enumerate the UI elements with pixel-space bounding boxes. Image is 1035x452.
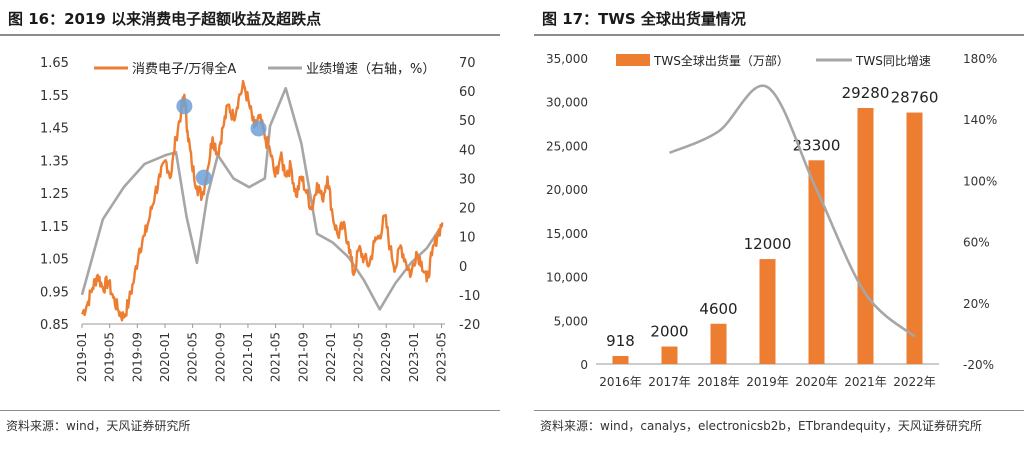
y-right-tick-label: 10 bbox=[459, 231, 476, 246]
y-left-tick-label: 1.35 bbox=[40, 154, 69, 169]
y-left-tick-label: 1.55 bbox=[40, 89, 69, 104]
bar-value-label: 28760 bbox=[891, 89, 939, 107]
x-category-label: 2019年 bbox=[746, 375, 789, 389]
x-tick-label: 2022-09 bbox=[379, 332, 393, 382]
x-category-label: 2018年 bbox=[697, 375, 740, 389]
y-right-tick-label: 20% bbox=[963, 297, 990, 311]
legend-index-label: 消费电子/万得全A bbox=[132, 61, 236, 77]
shipment-bar bbox=[710, 323, 727, 364]
figure-16-bottom-rule bbox=[0, 410, 500, 411]
figure-16-top-rule bbox=[0, 34, 500, 36]
x-category-label: 2016年 bbox=[599, 375, 642, 389]
x-tick-label: 2019-05 bbox=[103, 332, 117, 382]
oversold-marker bbox=[176, 98, 193, 115]
yoy-growth-line bbox=[668, 84, 916, 338]
x-tick-label: 2020-05 bbox=[186, 332, 200, 382]
figure-17-panel: 图 17：TWS 全球出货量情况 35,000 30,000 25,000 20,00… bbox=[534, 0, 1035, 452]
x-tick-label: 2019-09 bbox=[130, 332, 144, 382]
bar-value-label: 12000 bbox=[744, 235, 792, 253]
y-left-tick-label: 0.95 bbox=[40, 285, 69, 300]
legend-growth-label: 业绩增速（右轴，%） bbox=[306, 62, 435, 77]
y-right-tick-label: -10 bbox=[459, 289, 480, 304]
growth-rate-line bbox=[80, 86, 444, 311]
shipment-bar bbox=[759, 259, 776, 364]
x-tick-label: 2022-05 bbox=[352, 332, 366, 382]
y-left-tick-label: 0 bbox=[580, 358, 588, 372]
shipment-bar bbox=[857, 108, 874, 364]
x-tick-label: 2023-01 bbox=[407, 332, 421, 382]
y-right-tick-label: 50 bbox=[459, 114, 476, 129]
oversold-marker bbox=[250, 120, 267, 137]
oversold-marker bbox=[195, 169, 212, 186]
y-left-tick-label: 30,000 bbox=[546, 96, 588, 110]
figure-17-chart: 35,000 30,000 25,000 20,000 15,000 10,000 5,00… bbox=[546, 52, 997, 389]
y-left-tick-label: 1.05 bbox=[40, 253, 69, 268]
y-left-tick-label: 0.85 bbox=[40, 318, 69, 333]
legend-line-label: TWS同比增速 bbox=[855, 54, 931, 68]
y-right-tick-label: -20% bbox=[963, 358, 994, 372]
x-category-label: 2017年 bbox=[648, 375, 691, 389]
y-left-tick-label: 1.25 bbox=[40, 187, 69, 202]
y-right-tick-label: 40 bbox=[459, 143, 476, 158]
figure-17-top-rule bbox=[534, 34, 1024, 36]
y-left-tick-label: 1.45 bbox=[40, 122, 69, 137]
y-right-tick-label: 20 bbox=[459, 202, 476, 217]
y-right-tick-label: 0 bbox=[459, 260, 467, 275]
figure-17-bottom-rule bbox=[534, 410, 1024, 411]
x-category-label: 2020年 bbox=[795, 375, 838, 389]
shipment-bar bbox=[612, 355, 629, 364]
x-category-label: 2021年 bbox=[844, 375, 887, 389]
bar-value-label: 918 bbox=[606, 332, 635, 350]
bar-value-label: 23300 bbox=[793, 136, 841, 154]
figure-17-source: 资料来源：wind，canalys，electronicsb2b，ETbrand… bbox=[540, 419, 982, 433]
x-tick-label: 2023-05 bbox=[435, 332, 449, 382]
y-right-tick-label: 140% bbox=[963, 113, 997, 127]
y-left-tick-label: 35,000 bbox=[546, 52, 588, 66]
legend-bar-label: TWS全球出货量（万部） bbox=[653, 53, 789, 68]
figure-16-title: 图 16：2019 以来消费电子超额收益及超跌点 bbox=[8, 10, 322, 28]
y-left-tick-label: 5,000 bbox=[554, 314, 588, 328]
bar-value-label: 4600 bbox=[699, 300, 737, 318]
x-category-label: 2022年 bbox=[893, 375, 936, 389]
y-right-tick-label: 60% bbox=[963, 236, 990, 250]
y-left-tick-label: 25,000 bbox=[546, 139, 588, 153]
x-tick-label: 2020-09 bbox=[213, 332, 227, 382]
shipment-bar bbox=[661, 346, 678, 364]
x-tick-label: 2021-05 bbox=[269, 332, 283, 382]
bar-value-label: 29280 bbox=[842, 84, 890, 102]
legend-bar-swatch bbox=[616, 54, 650, 66]
y-left-tick-label: 1.65 bbox=[40, 56, 69, 71]
y-right-tick-label: 60 bbox=[459, 85, 476, 100]
x-tick-label: 2021-09 bbox=[296, 332, 310, 382]
x-tick-label: 2019-01 bbox=[75, 332, 89, 382]
shipment-bar bbox=[808, 160, 825, 364]
y-left-tick-label: 15,000 bbox=[546, 227, 588, 241]
excess-return-line bbox=[80, 79, 444, 322]
figure-16-panel: 图 16：2019 以来消费电子超额收益及超跌点 1.65 1.55 1.45 1.3… bbox=[0, 0, 500, 452]
figure-16-chart: 1.65 1.55 1.45 1.35 1.25 1.15 1.05 0.95 0.85 70 60… bbox=[40, 56, 480, 382]
shipment-bar bbox=[906, 112, 923, 365]
y-left-tick-label: 10,000 bbox=[546, 271, 588, 285]
x-tick-label: 2021-01 bbox=[241, 332, 255, 382]
y-right-tick-label: 70 bbox=[459, 56, 476, 71]
y-left-tick-label: 1.15 bbox=[40, 220, 69, 235]
figure-17-title: 图 17：TWS 全球出货量情况 bbox=[542, 10, 746, 28]
y-right-tick-label: 100% bbox=[963, 174, 997, 188]
y-right-tick-label: 30 bbox=[459, 172, 476, 187]
y-right-tick-label: -20 bbox=[459, 318, 480, 333]
figure-16-source: 资料来源：wind，天风证券研究所 bbox=[6, 419, 191, 433]
x-tick-label: 2022-01 bbox=[324, 332, 338, 382]
y-left-tick-label: 20,000 bbox=[546, 183, 588, 197]
x-tick-label: 2020-01 bbox=[158, 332, 172, 382]
bar-value-label: 2000 bbox=[650, 323, 688, 341]
y-right-tick-label: 180% bbox=[963, 52, 997, 66]
